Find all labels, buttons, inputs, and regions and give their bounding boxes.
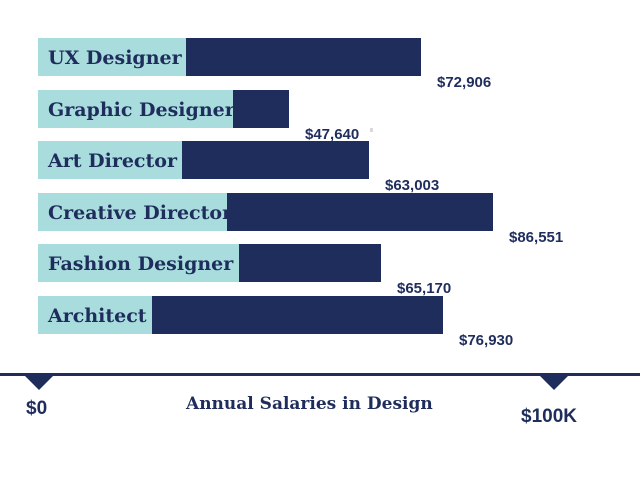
- category-label: Art Director: [48, 150, 177, 172]
- bar: [239, 244, 381, 282]
- category-label-box: Creative Director: [38, 193, 232, 231]
- axis-title: Annual Salaries in Design: [186, 394, 433, 414]
- x-axis-line: [0, 373, 640, 376]
- bar: [233, 90, 289, 128]
- category-label-box: Fashion Designer: [38, 244, 239, 282]
- category-label-box: Art Director: [38, 141, 182, 179]
- category-label: UX Designer: [48, 47, 182, 69]
- category-label: Architect: [48, 305, 147, 327]
- bar: [182, 141, 369, 179]
- tick-marker-min: [25, 376, 53, 390]
- value-label: $65,170: [397, 280, 452, 297]
- tick-marker-max: [540, 376, 568, 390]
- bar: [227, 193, 493, 231]
- value-label: $86,551: [509, 229, 564, 246]
- value-label: $76,930: [459, 332, 514, 349]
- category-label: Graphic Designer: [48, 99, 235, 121]
- tick-label-min: $0: [26, 398, 48, 419]
- category-label: Creative Director: [48, 202, 233, 224]
- tick-label-max: $100K: [521, 406, 577, 427]
- bar: [186, 38, 421, 76]
- category-label: Fashion Designer: [48, 253, 234, 275]
- category-label-box: UX Designer: [38, 38, 186, 76]
- decorative-speck: [370, 128, 373, 132]
- category-label-box: Architect: [38, 296, 152, 334]
- value-label: $63,003: [385, 177, 440, 194]
- value-label: $72,906: [437, 74, 492, 91]
- category-label-box: Graphic Designer: [38, 90, 235, 128]
- bar: [152, 296, 443, 334]
- value-label: $47,640: [305, 126, 360, 143]
